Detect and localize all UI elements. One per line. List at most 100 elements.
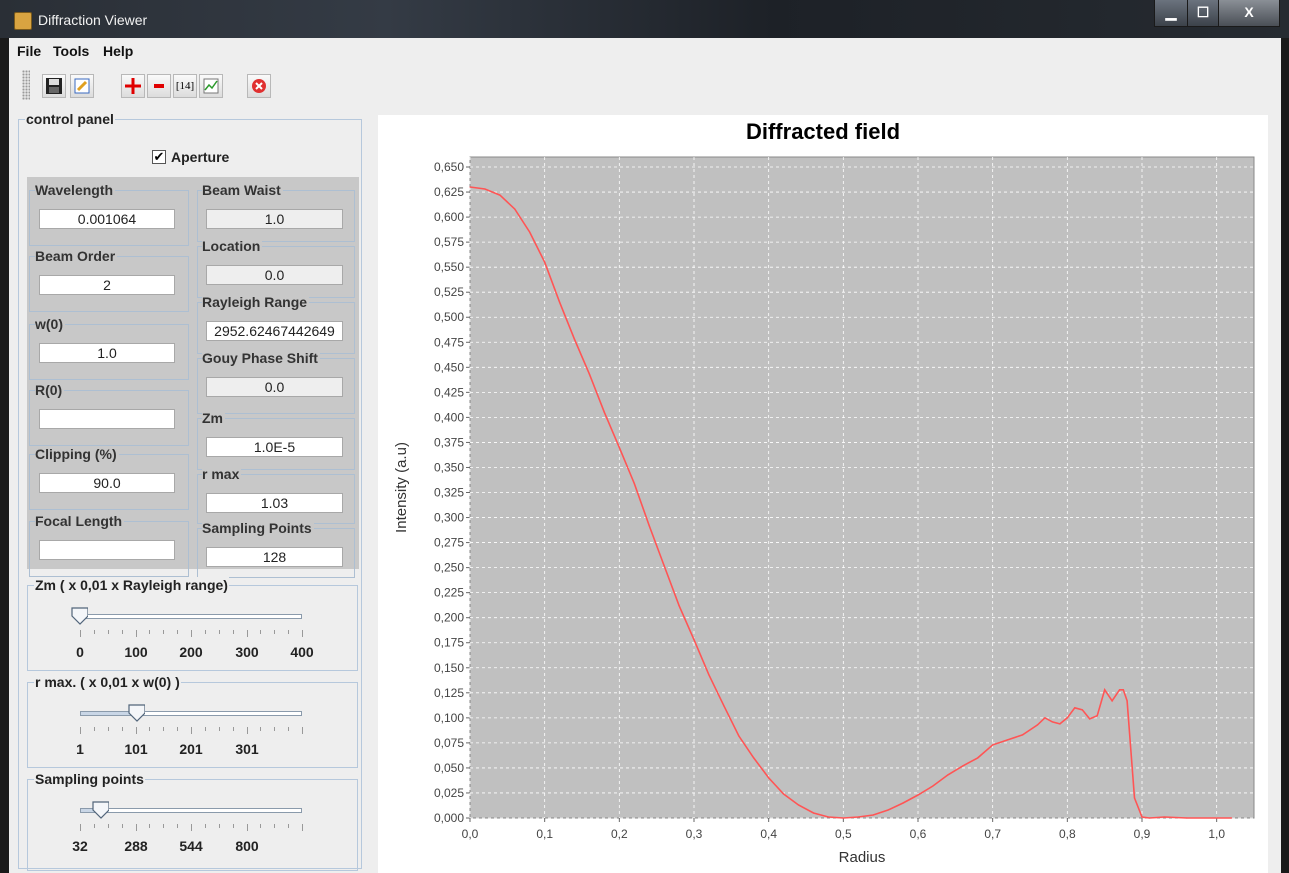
zoom-in-button[interactable] xyxy=(121,74,145,98)
data-point xyxy=(499,194,501,196)
param-label: Gouy Phase Shift xyxy=(202,350,320,366)
slider-tick xyxy=(122,824,123,828)
slider-tick xyxy=(302,630,303,637)
x-tick-label: 0,2 xyxy=(611,827,628,841)
maximize-button[interactable]: ☐ xyxy=(1187,0,1219,27)
slider-tick xyxy=(177,824,178,828)
param-input[interactable]: 90.0 xyxy=(39,473,175,493)
y-tick-label: 0,125 xyxy=(434,686,464,700)
param-label: Wavelength xyxy=(35,182,116,198)
param-input: 0.0 xyxy=(206,377,343,397)
data-point xyxy=(663,565,665,567)
y-tick-label: 0,375 xyxy=(434,435,464,449)
menu-tools[interactable]: Tools xyxy=(53,43,90,59)
slider-tick xyxy=(247,727,248,734)
chart-button[interactable] xyxy=(199,74,223,98)
data-point xyxy=(872,814,874,816)
aperture-checkbox[interactable]: ✔ xyxy=(152,149,166,164)
param-input[interactable] xyxy=(39,409,175,429)
slider-tick xyxy=(247,824,248,831)
slider-tick-label: 544 xyxy=(179,838,203,854)
param-label: Focal Length xyxy=(35,513,125,529)
slider-tick xyxy=(260,824,261,828)
slider-tick-label: 101 xyxy=(124,741,148,757)
edit-button[interactable] xyxy=(70,74,94,98)
slider-tick xyxy=(274,727,275,731)
param-input[interactable]: 2952.62467442649 xyxy=(206,321,343,341)
slider-tick xyxy=(288,727,289,731)
slider-tick xyxy=(80,824,81,831)
slider-tick-label: 400 xyxy=(290,644,314,660)
param-input[interactable] xyxy=(39,540,175,560)
slider-tick xyxy=(233,727,234,731)
param-group-3 xyxy=(29,390,189,446)
data-point xyxy=(529,231,531,233)
data-point xyxy=(902,802,904,804)
data-point xyxy=(917,794,919,796)
slider-track[interactable] xyxy=(80,614,302,619)
y-tick-label: 0,025 xyxy=(434,786,464,800)
y-tick-label: 0,225 xyxy=(434,586,464,600)
slider-tick xyxy=(260,727,261,731)
y-tick-label: 0,625 xyxy=(434,185,464,199)
slider-thumb[interactable] xyxy=(127,704,145,722)
data-point xyxy=(1119,689,1121,691)
plot-area xyxy=(469,156,1255,819)
data-point xyxy=(1111,700,1113,702)
minimize-button[interactable]: ▁ xyxy=(1154,0,1188,27)
slider-tick xyxy=(219,630,220,634)
toolbar-grip[interactable] xyxy=(22,70,30,100)
data-point xyxy=(857,816,859,818)
slider-tick xyxy=(149,727,150,731)
slider-thumb[interactable] xyxy=(70,607,88,625)
y-tick-label: 0,050 xyxy=(434,761,464,775)
param-input: 0.0 xyxy=(206,265,343,285)
menu-file[interactable]: File xyxy=(17,43,42,59)
y-tick-label: 0,000 xyxy=(434,811,464,825)
param-input[interactable]: 1.0 xyxy=(39,343,175,363)
title-bar: Diffraction Viewer ▁ ☐ X xyxy=(0,0,1289,38)
y-tick-label: 0,300 xyxy=(434,511,464,525)
data-point xyxy=(633,482,635,485)
x-tick-label: 0,8 xyxy=(1059,827,1076,841)
slider-tick xyxy=(163,824,164,828)
slider-tick-label: 201 xyxy=(179,741,203,757)
x-tick-label: 0,1 xyxy=(536,827,553,841)
data-point xyxy=(1036,724,1039,726)
y-axis-label: Intensity (a.u) xyxy=(393,442,410,533)
save-button[interactable] xyxy=(42,74,66,98)
slider-tick xyxy=(191,824,192,831)
slider-tick xyxy=(136,630,137,637)
floppy-disk-icon xyxy=(46,78,62,94)
close-window-button[interactable]: X xyxy=(1218,0,1280,27)
data-point xyxy=(1216,817,1218,819)
data-point xyxy=(484,188,486,190)
menu-help[interactable]: Help xyxy=(103,43,134,59)
labels-button[interactable]: [14] xyxy=(173,74,197,98)
data-point xyxy=(842,817,844,819)
param-input[interactable]: 1.03 xyxy=(206,493,343,513)
slider-tick-label: 1 xyxy=(76,741,84,757)
param-input[interactable]: 128 xyxy=(206,547,343,567)
x-tick-label: 0,5 xyxy=(835,827,852,841)
slider-tick-label: 100 xyxy=(124,644,148,660)
zoom-out-button[interactable] xyxy=(147,74,171,98)
stop-button[interactable] xyxy=(247,74,271,98)
param-input[interactable]: 1.0E-5 xyxy=(206,437,343,457)
x-axis-label: Radius xyxy=(839,849,886,866)
control-panel xyxy=(18,119,362,869)
slider-track[interactable] xyxy=(80,808,302,813)
slider-tick xyxy=(205,727,206,731)
slider-thumb[interactable] xyxy=(91,801,109,819)
param-input[interactable]: 2 xyxy=(39,275,175,295)
data-point xyxy=(783,793,785,795)
data-point xyxy=(544,261,546,263)
param-label: Clipping (%) xyxy=(35,446,119,462)
y-tick-label: 0,575 xyxy=(434,235,464,249)
slider-tick xyxy=(80,727,81,734)
slider-tick xyxy=(108,630,109,634)
slider-tick xyxy=(219,727,220,731)
param-input[interactable]: 0.001064 xyxy=(39,209,175,229)
slider-tick xyxy=(191,727,192,734)
slider-tick xyxy=(288,824,289,828)
